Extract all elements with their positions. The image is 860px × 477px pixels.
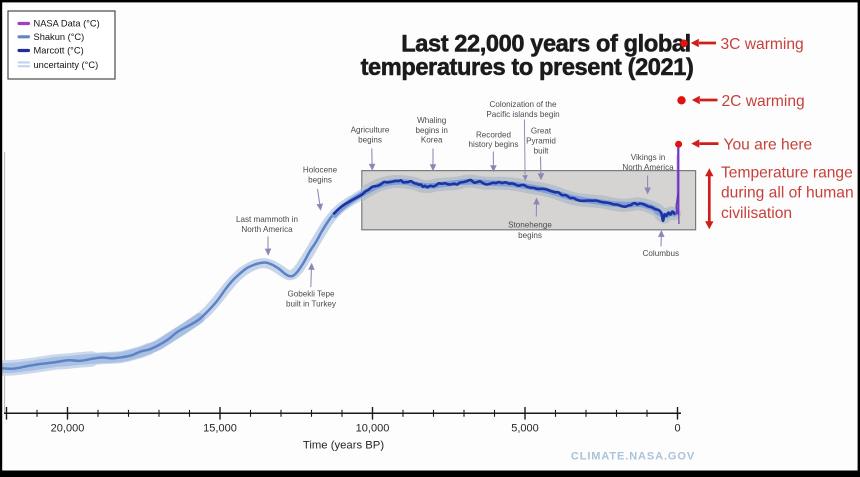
svg-text:2C warming: 2C warming (722, 93, 805, 110)
svg-text:5,000: 5,000 (511, 423, 539, 435)
svg-text:You are here: You are here (724, 136, 813, 153)
svg-text:Great: Great (531, 126, 552, 135)
svg-text:Pyramid: Pyramid (526, 136, 556, 145)
svg-text:3C warming: 3C warming (721, 36, 804, 53)
svg-text:begins: begins (358, 135, 382, 144)
svg-text:Columbus: Columbus (643, 249, 679, 258)
svg-text:Pacific islands begin: Pacific islands begin (486, 110, 559, 119)
svg-text:begins: begins (518, 231, 542, 240)
svg-text:Stonehenge: Stonehenge (508, 221, 552, 230)
svg-text:during all of human: during all of human (721, 185, 854, 202)
svg-text:Last mammoth in: Last mammoth in (236, 215, 298, 224)
svg-text:Whaling: Whaling (417, 116, 446, 125)
svg-text:10,000: 10,000 (356, 423, 390, 435)
svg-text:Recorded: Recorded (476, 131, 511, 140)
svg-text:20,000: 20,000 (51, 423, 85, 435)
svg-text:Temperature range: Temperature range (721, 164, 853, 181)
svg-text:North America: North America (241, 225, 293, 234)
svg-text:Shakun (°C): Shakun (°C) (34, 32, 85, 42)
svg-text:Colonization of the: Colonization of the (489, 100, 557, 109)
svg-text:civilisation: civilisation (721, 205, 792, 222)
svg-text:Agriculture: Agriculture (351, 126, 390, 135)
svg-text:15,000: 15,000 (203, 423, 237, 435)
svg-text:North America: North America (622, 163, 674, 172)
svg-text:NASA Data (°C): NASA Data (°C) (34, 19, 100, 29)
svg-text:Time (years BP): Time (years BP) (303, 440, 384, 452)
svg-text:temperatures to present (2021): temperatures to present (2021) (361, 55, 694, 81)
svg-text:begins: begins (308, 175, 332, 184)
svg-text:Gobekli Tepe: Gobekli Tepe (287, 290, 335, 299)
svg-text:begins in: begins in (415, 126, 447, 135)
svg-text:Holocene: Holocene (303, 166, 338, 175)
svg-text:Last 22,000 years of global: Last 22,000 years of global (401, 32, 691, 58)
svg-text:0: 0 (674, 423, 680, 435)
svg-text:Vikings in: Vikings in (631, 153, 666, 162)
svg-text:Korea: Korea (421, 136, 443, 145)
svg-text:CLIMATE.NASA.GOV: CLIMATE.NASA.GOV (571, 451, 695, 463)
svg-text:built: built (534, 146, 550, 155)
svg-text:built in Turkey: built in Turkey (286, 299, 337, 308)
svg-text:Marcott (°C): Marcott (°C) (34, 46, 84, 56)
svg-text:history begins: history begins (469, 140, 519, 149)
svg-text:uncertainty (°C): uncertainty (°C) (34, 60, 99, 70)
